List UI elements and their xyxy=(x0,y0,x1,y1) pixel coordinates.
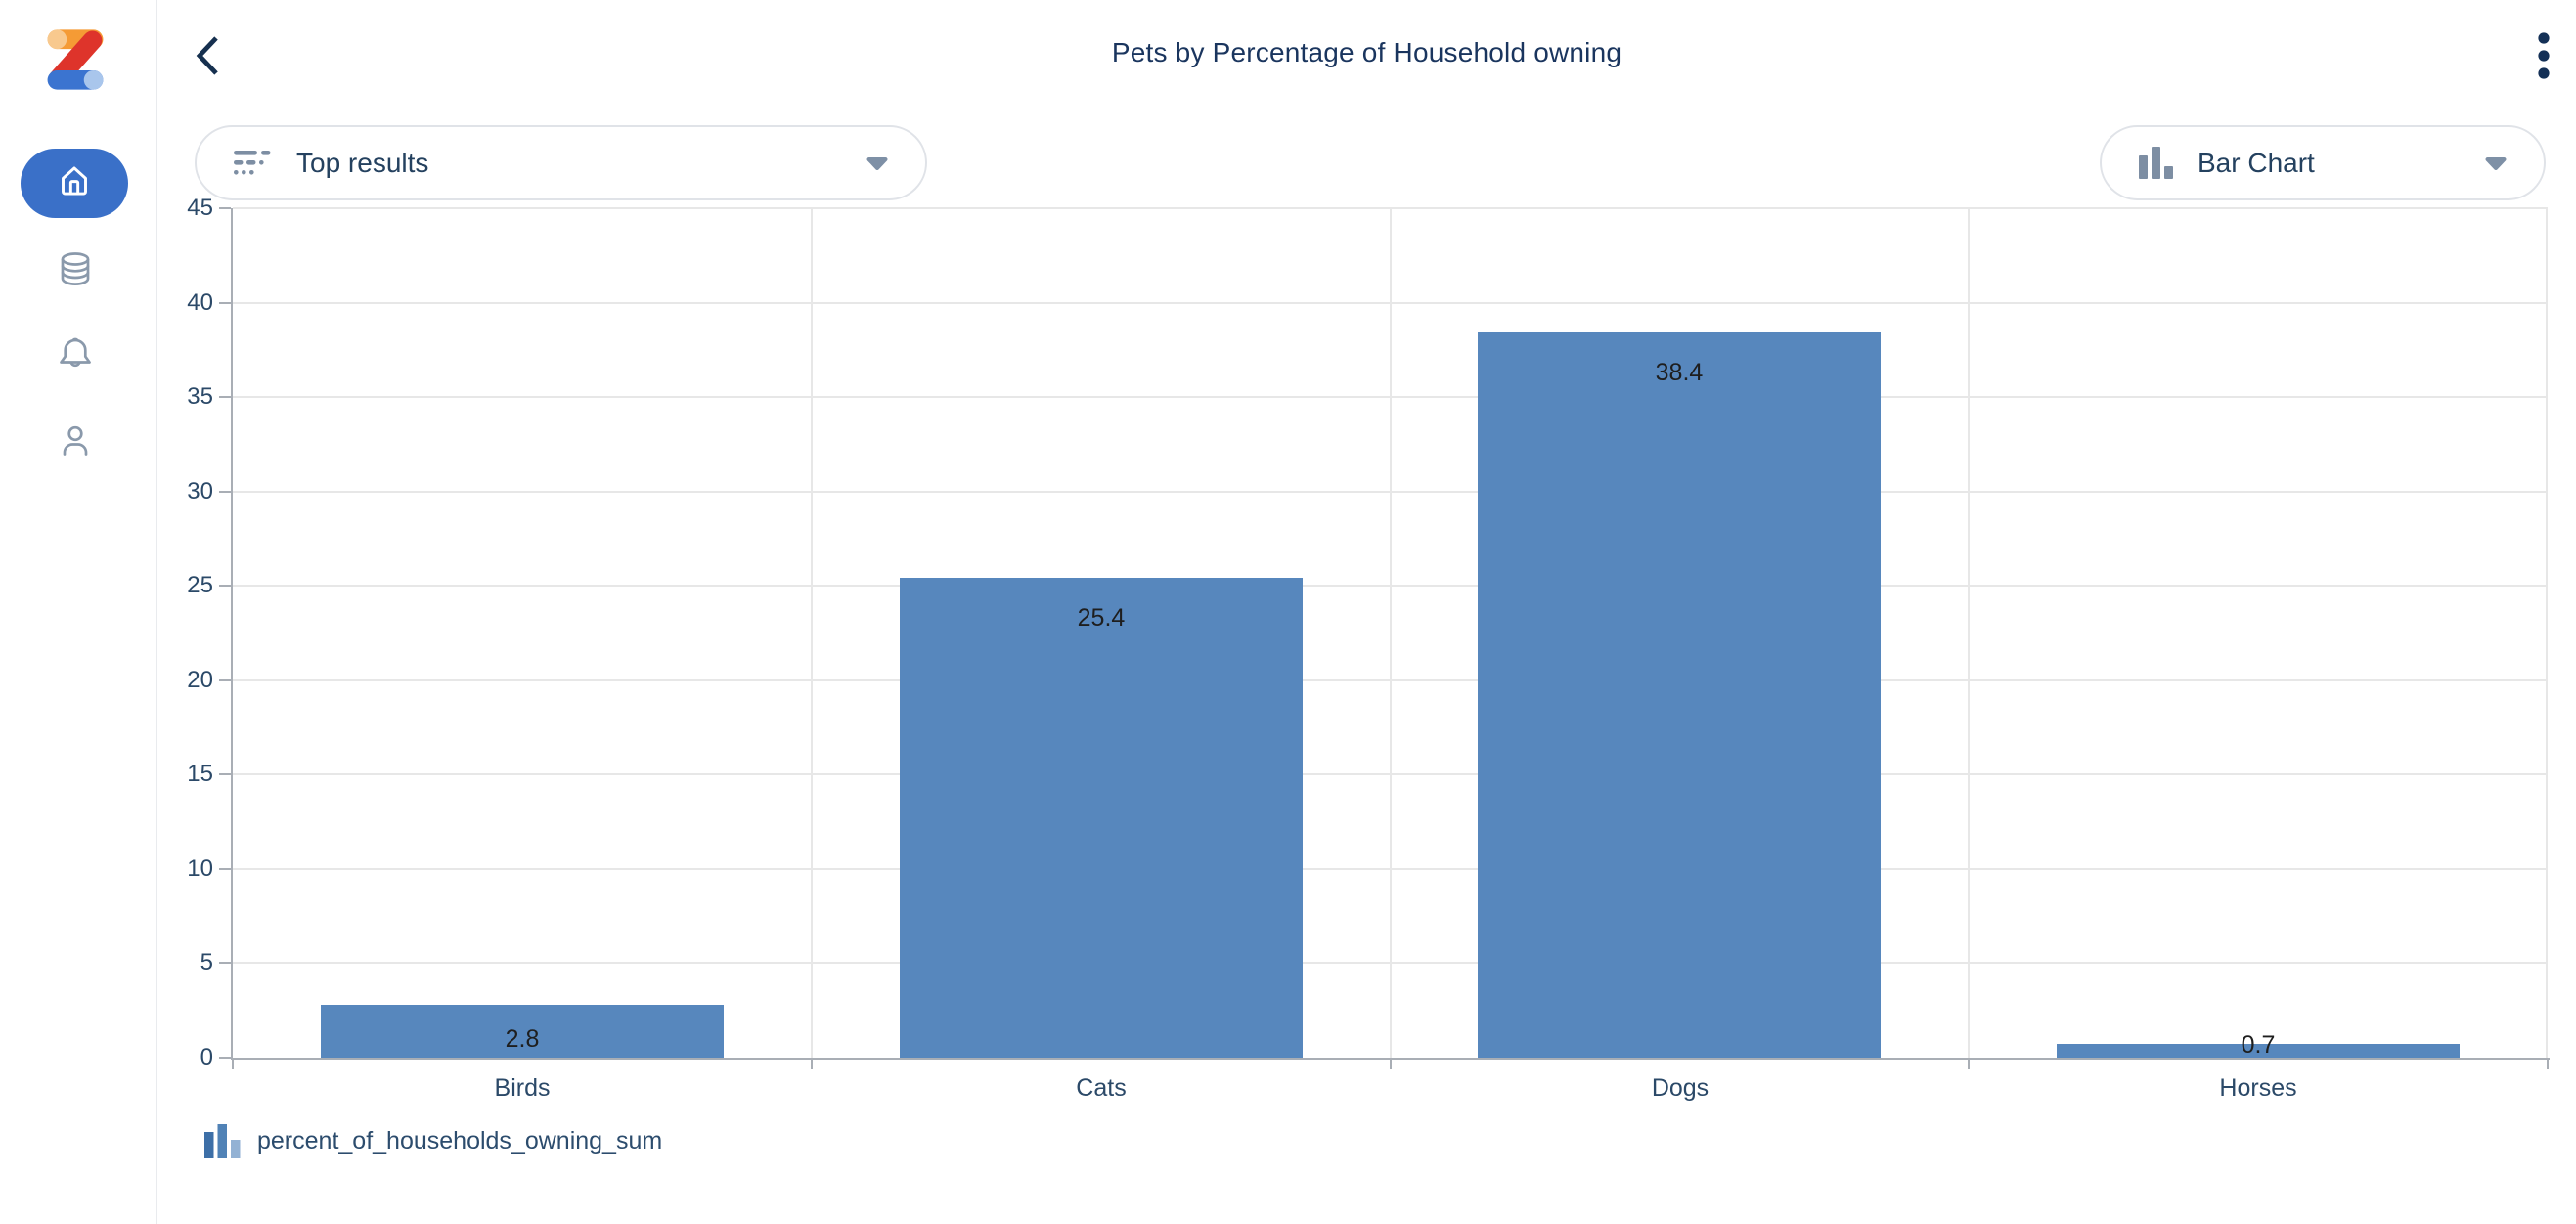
x-category-label: Horses xyxy=(2219,1074,2297,1102)
y-axis-line xyxy=(231,208,233,1060)
main-content: Pets by Percentage of Household owning xyxy=(157,0,2576,1224)
y-axis-tick-label: 15 xyxy=(187,761,213,788)
kebab-menu-icon xyxy=(2537,32,2551,84)
bar-horses[interactable] xyxy=(2057,1044,2460,1058)
sidebar-item-profile[interactable] xyxy=(54,419,97,462)
more-options-button[interactable] xyxy=(2537,31,2553,84)
user-icon xyxy=(54,425,97,466)
y-axis-tick-label: 5 xyxy=(200,949,213,977)
bar-chart-icon xyxy=(2139,147,2174,179)
y-axis-tick-label: 35 xyxy=(187,383,213,411)
back-button[interactable] xyxy=(193,33,224,80)
x-category-label: Cats xyxy=(1076,1074,1127,1102)
gridline-vertical xyxy=(810,208,813,1058)
x-axis-line xyxy=(231,1058,2550,1060)
bell-icon xyxy=(54,337,97,379)
chart-type-label: Bar Chart xyxy=(2198,147,2315,178)
bar-chart-plot-area: 0 5 10 15 20 25 30 35 40 45 2.8 Birds 25.4 Cats 38.4 Do… xyxy=(187,195,2550,1102)
chart-legend[interactable]: percent_of_households_owning_sum xyxy=(204,1124,662,1158)
bar-birds[interactable] xyxy=(321,1005,724,1058)
gridline-vertical xyxy=(1389,208,1392,1058)
bar-value-label: 38.4 xyxy=(1655,359,1704,386)
x-axis-tick xyxy=(2547,1060,2549,1069)
chevron-left-icon xyxy=(193,36,222,82)
y-axis-tick-label: 25 xyxy=(187,572,213,599)
x-axis-tick xyxy=(810,1060,813,1069)
sidebar-item-home[interactable] xyxy=(21,149,128,218)
y-axis-tick-label: 10 xyxy=(187,854,213,882)
y-axis-tick xyxy=(219,396,231,399)
y-axis-tick-label: 20 xyxy=(187,666,213,693)
gridline-vertical xyxy=(1968,208,1971,1058)
database-icon xyxy=(54,252,97,295)
y-axis-tick xyxy=(219,678,231,681)
sidebar-item-notifications[interactable] xyxy=(54,332,97,375)
zoho-logo[interactable] xyxy=(41,25,110,94)
bar-value-label: 2.8 xyxy=(505,1026,540,1053)
y-axis-tick xyxy=(219,962,231,965)
chevron-down-icon xyxy=(866,156,888,170)
gridline-vertical xyxy=(2546,208,2548,1058)
results-filter-label: Top results xyxy=(296,147,429,178)
legend-series-label: percent_of_households_owning_sum xyxy=(257,1127,663,1155)
y-axis-tick-label: 45 xyxy=(187,195,213,221)
bar-value-label: 0.7 xyxy=(2241,1031,2276,1059)
x-axis-tick xyxy=(232,1060,234,1069)
y-axis-tick xyxy=(219,490,231,493)
y-axis-tick xyxy=(219,585,231,588)
y-axis-tick-label: 30 xyxy=(187,477,213,504)
x-axis-tick xyxy=(1389,1060,1392,1069)
bar-dogs[interactable] xyxy=(1478,332,1881,1058)
home-icon xyxy=(52,158,97,208)
sidebar-item-data[interactable] xyxy=(54,248,97,291)
x-category-label: Dogs xyxy=(1651,1074,1710,1102)
y-axis-tick xyxy=(219,207,231,209)
bar-value-label: 25.4 xyxy=(1077,604,1126,632)
legend-bar-chart-icon xyxy=(204,1124,242,1158)
x-category-label: Birds xyxy=(494,1074,551,1102)
y-axis-tick xyxy=(219,1057,231,1059)
y-axis-tick xyxy=(219,773,231,776)
chart-type-dropdown[interactable]: Bar Chart xyxy=(2100,125,2546,200)
y-axis-tick xyxy=(219,301,231,304)
results-filter-dropdown[interactable]: Top results xyxy=(195,125,927,200)
chevron-down-icon xyxy=(2485,156,2507,170)
bar-cats[interactable] xyxy=(900,578,1303,1058)
sidebar xyxy=(0,0,157,1224)
y-axis-tick xyxy=(219,867,231,870)
page-title: Pets by Percentage of Household owning xyxy=(1111,37,1622,67)
filter-rows-icon xyxy=(234,150,273,177)
x-axis-tick xyxy=(1968,1060,1971,1069)
y-axis-tick-label: 0 xyxy=(200,1044,213,1071)
y-axis-tick-label: 40 xyxy=(187,288,213,316)
